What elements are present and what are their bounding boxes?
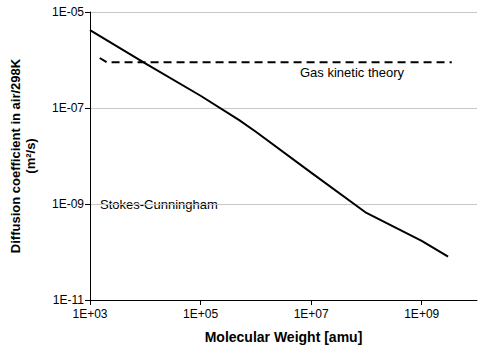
svg-text:1E+05: 1E+05 bbox=[183, 307, 218, 321]
svg-text:1E-11: 1E-11 bbox=[53, 293, 84, 307]
svg-text:Molecular Weight [amu]: Molecular Weight [amu] bbox=[205, 329, 363, 345]
svg-text:1E-07: 1E-07 bbox=[52, 101, 84, 115]
svg-text:1E+07: 1E+07 bbox=[294, 307, 329, 321]
svg-text:Stokes-Cunningham: Stokes-Cunningham bbox=[100, 197, 218, 212]
svg-text:1E-09: 1E-09 bbox=[52, 197, 84, 211]
svg-text:Gas kinetic theory: Gas kinetic theory bbox=[300, 65, 405, 80]
svg-text:Diffusion coefficient in air/2: Diffusion coefficient in air/298K bbox=[8, 58, 23, 253]
svg-text:(m²/s): (m²/s) bbox=[23, 138, 38, 173]
svg-text:1E+03: 1E+03 bbox=[72, 307, 107, 321]
svg-text:1E+09: 1E+09 bbox=[404, 307, 439, 321]
svg-text:1E-05: 1E-05 bbox=[52, 5, 84, 19]
